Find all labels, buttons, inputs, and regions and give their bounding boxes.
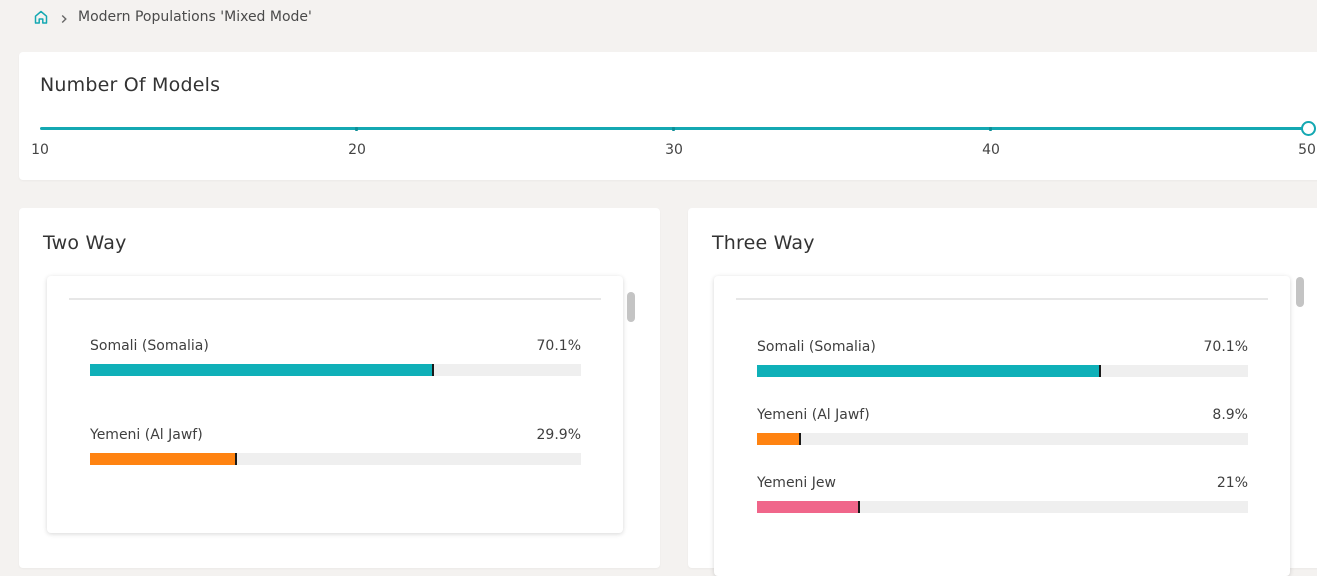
percent-bar-fill [757, 433, 801, 445]
breadcrumb: Modern Populations 'Mixed Mode' [33, 8, 312, 26]
percent-bar-fill [757, 501, 861, 513]
percent-bar [757, 365, 1248, 377]
scrollbar-thumb[interactable] [1296, 277, 1304, 307]
breadcrumb-current: Modern Populations 'Mixed Mode' [78, 9, 312, 25]
population-name: Somali (Somalia) [90, 338, 209, 354]
models-slider-thumb[interactable] [1300, 121, 1316, 136]
population-name: Yemeni Jew [757, 475, 836, 491]
three-way-title: Three Way [712, 232, 815, 254]
divider [736, 298, 1268, 300]
number-of-models-card: Number Of Models 10 20 30 40 50 [19, 52, 1317, 180]
slider-label-40: 40 [982, 142, 1000, 158]
percent-bar [757, 501, 1248, 513]
chevron-right-icon [59, 12, 69, 24]
population-percent: 8.9% [1212, 407, 1248, 423]
divider [69, 298, 601, 300]
slider-tick [989, 126, 992, 131]
population-percent: 29.9% [536, 427, 581, 443]
slider-label-10: 10 [31, 142, 49, 158]
population-name: Yemeni (Al Jawf) [90, 427, 203, 443]
population-name: Yemeni (Al Jawf) [757, 407, 870, 423]
three-way-panel: Three Way Somali (Somalia) 70.1% Yemeni … [688, 208, 1317, 576]
population-percent: 70.1% [1203, 339, 1248, 355]
models-slider-track[interactable] [40, 126, 1308, 131]
percent-bar [90, 453, 581, 465]
slider-label-20: 20 [348, 142, 366, 158]
two-way-panel: Two Way Somali (Somalia) 70.1% Yemeni (A… [19, 208, 660, 568]
slider-label-30: 30 [665, 142, 683, 158]
percent-bar-fill [90, 453, 237, 465]
two-way-title: Two Way [43, 232, 127, 254]
population-percent: 70.1% [536, 338, 581, 354]
population-name: Somali (Somalia) [757, 339, 876, 355]
percent-bar-fill [90, 364, 435, 376]
population-percent: 21% [1216, 475, 1248, 491]
percent-bar-fill [757, 365, 1102, 377]
two-way-results: Somali (Somalia) 70.1% Yemeni (Al Jawf) … [47, 276, 623, 533]
three-way-results: Somali (Somalia) 70.1% Yemeni (Al Jawf) … [714, 276, 1290, 576]
scrollbar-thumb[interactable] [627, 292, 635, 322]
percent-bar [757, 433, 1248, 445]
percent-bar [90, 364, 581, 376]
slider-label-50: 50 [1298, 142, 1316, 158]
home-icon[interactable] [33, 9, 49, 25]
number-of-models-title: Number Of Models [40, 74, 221, 96]
slider-tick [672, 126, 675, 131]
slider-tick [355, 126, 358, 131]
